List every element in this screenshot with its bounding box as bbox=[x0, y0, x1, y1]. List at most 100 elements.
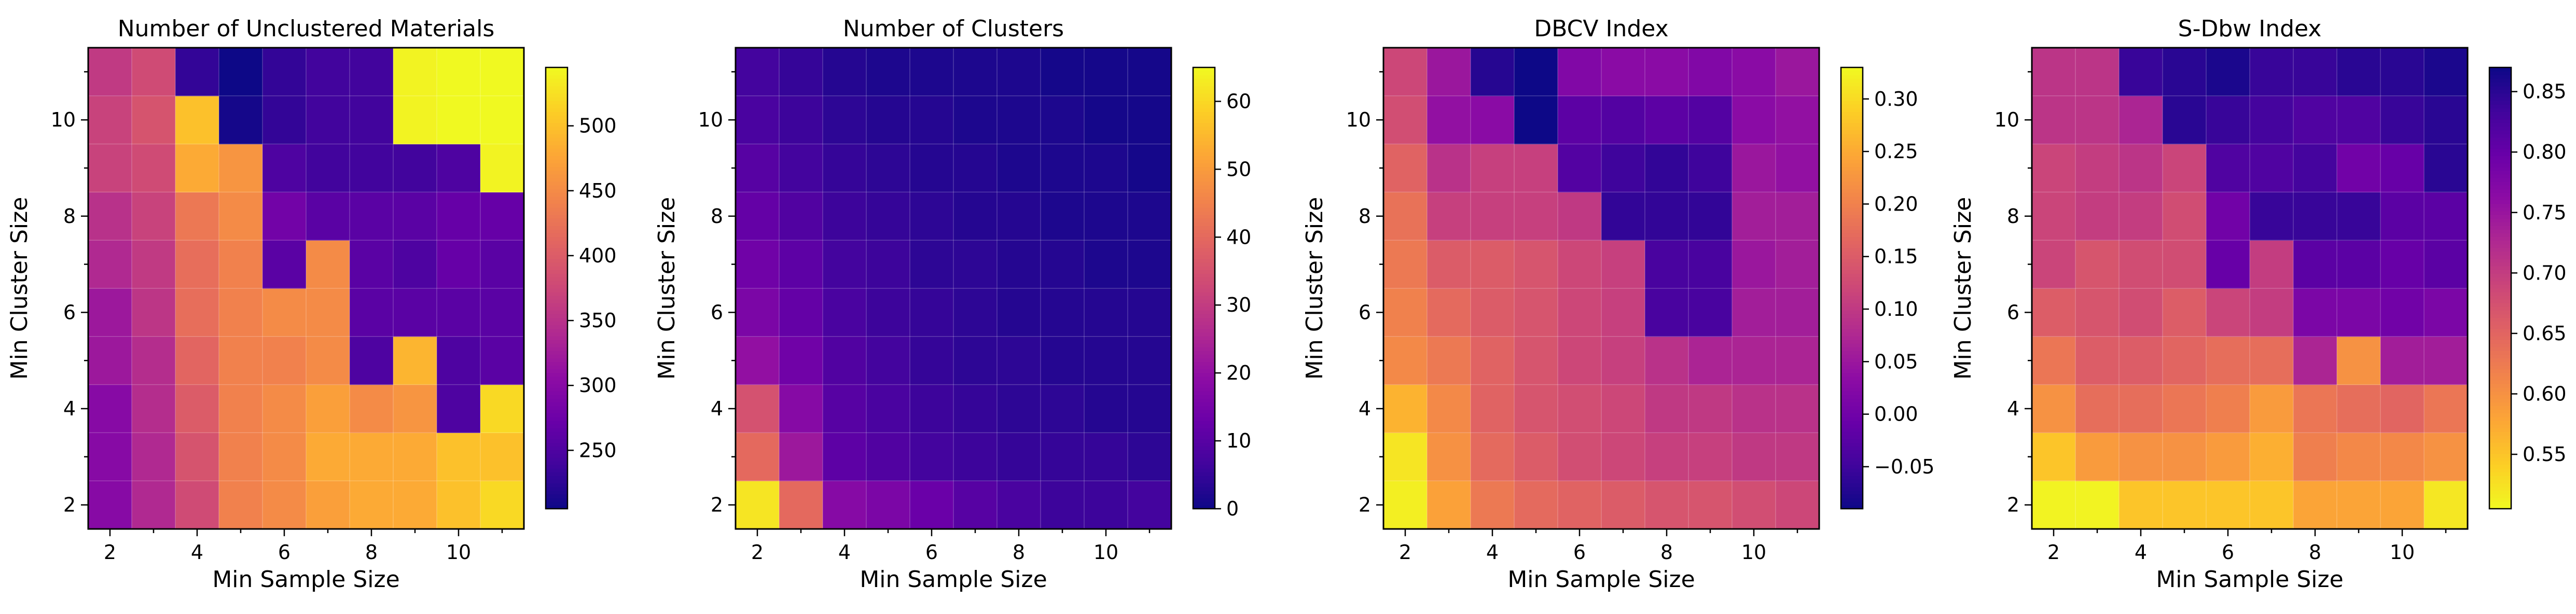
heatmap-cell bbox=[2163, 48, 2207, 96]
y-tick-label: 10 bbox=[698, 108, 723, 131]
colorbar-segment bbox=[2489, 427, 2511, 432]
colorbar-segment bbox=[1841, 460, 1863, 465]
colorbar-segment bbox=[2489, 299, 2511, 303]
colorbar-segment bbox=[1841, 258, 1863, 263]
heatmap-cell bbox=[2380, 481, 2425, 529]
heatmap-cell bbox=[1732, 95, 1776, 145]
heatmap-cell bbox=[2075, 95, 2120, 145]
colorbar-segment bbox=[546, 258, 567, 263]
colorbar-segment bbox=[1841, 221, 1863, 226]
heatmap-cell bbox=[262, 144, 307, 192]
colorbar-segment bbox=[1841, 214, 1863, 219]
colorbar-segment bbox=[1193, 490, 1215, 495]
colorbar-segment bbox=[1193, 258, 1215, 263]
colorbar-segment bbox=[546, 310, 567, 314]
colorbar-segment bbox=[1841, 225, 1863, 230]
heatmap-cell bbox=[1383, 48, 1428, 96]
heatmap-cell bbox=[306, 144, 350, 192]
heatmap-cell bbox=[823, 481, 867, 529]
colorbar-tick-label: −0.05 bbox=[1874, 455, 1934, 478]
colorbar-segment bbox=[1841, 479, 1863, 484]
heatmap-cell bbox=[2293, 144, 2337, 192]
heatmap-cell bbox=[350, 384, 394, 433]
heatmap-cell bbox=[2206, 95, 2250, 145]
y-tick-label: 8 bbox=[1359, 205, 1371, 228]
heatmap-cell bbox=[2032, 384, 2076, 433]
colorbar-segment bbox=[1841, 453, 1863, 458]
heatmap-cell bbox=[2206, 384, 2250, 433]
heatmap-cell bbox=[437, 240, 481, 289]
heatmap-cell bbox=[2206, 192, 2250, 241]
heatmap-cell bbox=[219, 240, 263, 289]
heatmap-cell bbox=[1732, 336, 1776, 385]
heatmap-cell bbox=[1645, 192, 1689, 241]
heatmap-cell bbox=[1514, 192, 1558, 241]
heatmap-cell bbox=[132, 336, 176, 385]
heatmap-cell bbox=[393, 144, 437, 192]
heatmap-cell bbox=[1776, 95, 1820, 145]
colorbar-segment bbox=[2489, 166, 2511, 171]
plot-frame bbox=[2031, 47, 2469, 530]
colorbar-segment bbox=[2489, 486, 2511, 491]
heatmap-cell bbox=[2163, 481, 2207, 529]
colorbar-segment bbox=[2489, 133, 2511, 138]
colorbar-segment bbox=[546, 156, 567, 160]
colorbar-segment bbox=[546, 413, 567, 417]
colorbar-segment bbox=[2489, 351, 2511, 355]
heatmap-cell bbox=[2293, 288, 2337, 337]
heatmap-cell bbox=[1084, 481, 1128, 529]
colorbar-segment bbox=[2489, 281, 2511, 285]
heatmap-cell bbox=[1427, 432, 1471, 481]
heatmap-cell bbox=[1514, 144, 1558, 192]
heatmap-cell bbox=[1645, 481, 1689, 529]
colorbar-segment bbox=[2489, 424, 2511, 428]
colorbar-segment bbox=[1841, 306, 1863, 311]
y-axis-label: Min Cluster Size bbox=[1950, 197, 1976, 380]
heatmap-cell bbox=[88, 432, 132, 481]
colorbar-segment bbox=[1841, 119, 1863, 123]
colorbar-segment bbox=[546, 284, 567, 289]
colorbar-segment bbox=[546, 203, 567, 208]
heatmap-cell bbox=[1427, 48, 1471, 96]
heatmap-cell bbox=[437, 336, 481, 385]
heatmap-cell bbox=[175, 240, 219, 289]
heatmap-cell bbox=[953, 288, 998, 337]
colorbar-segment bbox=[1193, 383, 1215, 388]
heatmap-cell bbox=[1427, 384, 1471, 433]
colorbar-segment bbox=[1193, 100, 1215, 105]
colorbar-segment bbox=[1193, 494, 1215, 498]
colorbar-segment bbox=[546, 402, 567, 407]
colorbar-segment bbox=[2489, 122, 2511, 127]
heatmap-cell bbox=[2032, 288, 2076, 337]
heatmap-cell bbox=[1732, 48, 1776, 96]
colorbar-segment bbox=[1841, 505, 1863, 509]
heatmap-cell bbox=[1558, 384, 1602, 433]
colorbar-segment bbox=[1841, 332, 1863, 337]
heatmap-cell bbox=[219, 432, 263, 481]
colorbar-segment bbox=[2489, 207, 2511, 212]
colorbar-segment bbox=[1193, 133, 1215, 138]
heatmap-cell bbox=[2032, 240, 2076, 289]
colorbar-segment bbox=[1193, 218, 1215, 222]
heatmap-cell bbox=[2337, 48, 2381, 96]
heatmap-cell bbox=[1645, 144, 1689, 192]
heatmap-cell bbox=[2293, 481, 2337, 529]
colorbar-segment bbox=[1193, 365, 1215, 370]
heatmap-cell bbox=[175, 95, 219, 145]
colorbar-segment bbox=[1841, 291, 1863, 296]
heatmap-cell bbox=[1558, 95, 1602, 145]
colorbar-segment bbox=[2489, 395, 2511, 399]
colorbar-tick-label: 0.75 bbox=[2523, 201, 2567, 224]
colorbar-segment bbox=[1841, 346, 1863, 351]
heatmap-cell bbox=[866, 336, 910, 385]
colorbar-segment bbox=[1841, 170, 1863, 175]
heatmap-cell bbox=[2250, 481, 2294, 529]
heatmap-cell bbox=[997, 144, 1041, 192]
heatmap-cell bbox=[437, 192, 481, 241]
heatmap-cell bbox=[2293, 192, 2337, 241]
colorbar-segment bbox=[2489, 339, 2511, 344]
heatmap-cell bbox=[910, 144, 954, 192]
heatmap-cell bbox=[2380, 384, 2425, 433]
heatmap-cell bbox=[306, 481, 350, 529]
heatmap-cell bbox=[480, 192, 524, 241]
